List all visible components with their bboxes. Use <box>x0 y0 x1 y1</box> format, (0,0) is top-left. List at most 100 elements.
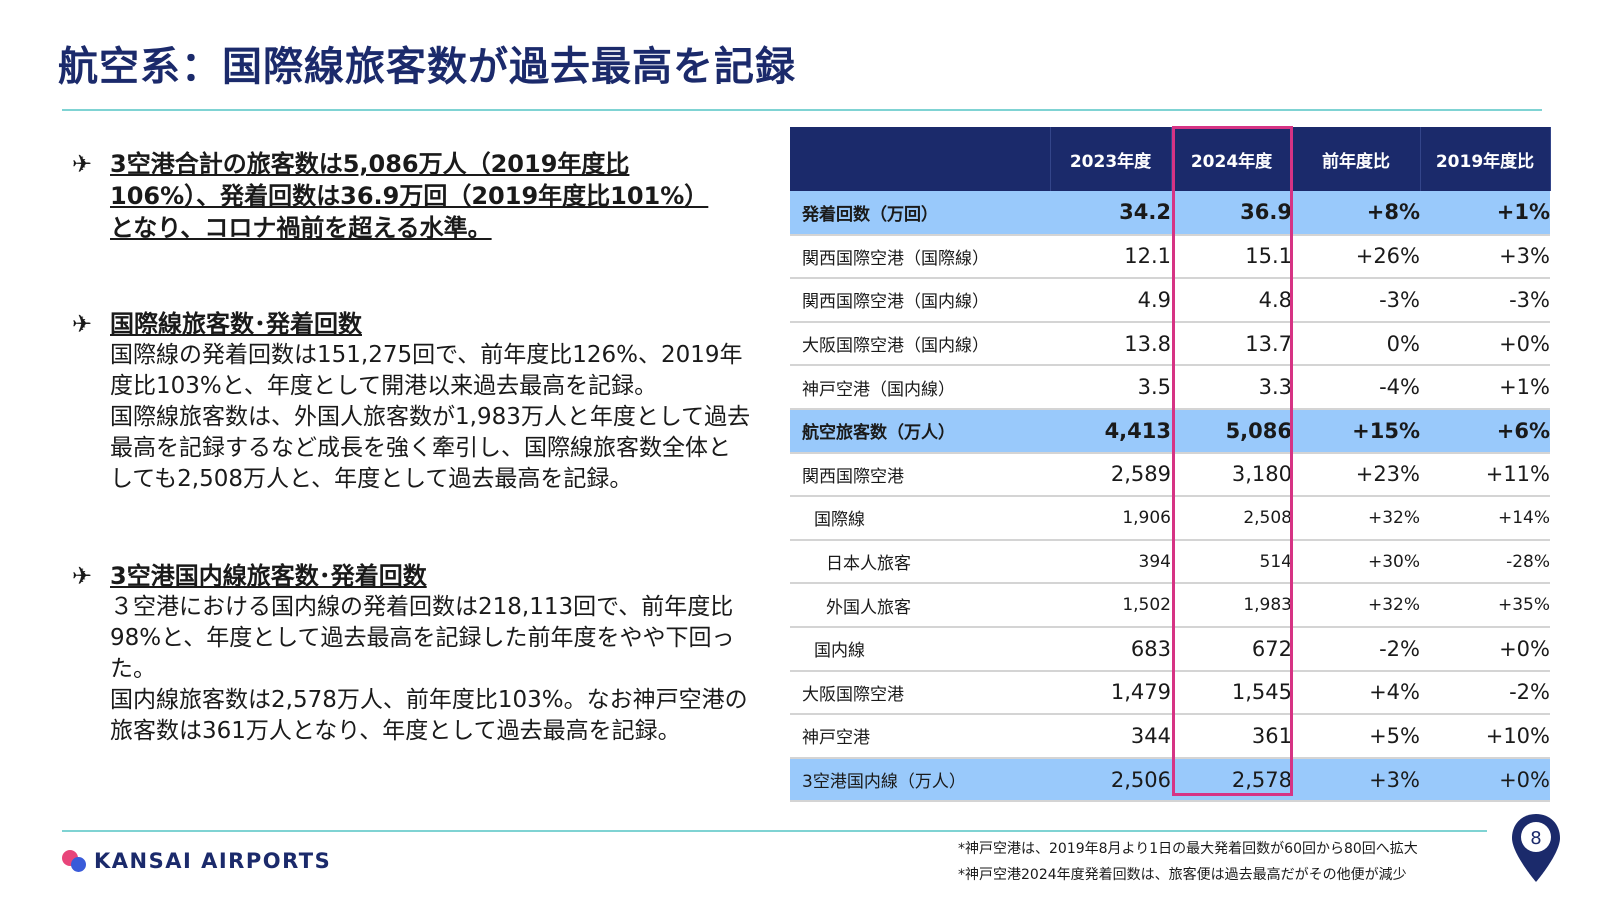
header-vs2019: 2019年度比 <box>1420 127 1551 191</box>
cell-vs2019: +14% <box>1420 496 1550 541</box>
row-label: 外国人旅客 <box>790 583 1050 628</box>
cell-2024: 2,508 <box>1171 496 1292 541</box>
cell-2023: 13.8 <box>1050 321 1171 367</box>
cell-2024: 15.1 <box>1171 234 1292 280</box>
table-row: 大阪国際空港 1,479 1,545 +4% -2% <box>790 670 1550 716</box>
row-label: 国内線 <box>790 626 1050 672</box>
cell-2024: 3,180 <box>1171 452 1292 498</box>
cell-vs2019: +0% <box>1420 757 1550 803</box>
table-row: 関西国際空港（国際線） 12.1 15.1 +26% +3% <box>790 234 1550 280</box>
cell-2024: 36.9 <box>1171 191 1292 236</box>
title-divider <box>62 109 1542 111</box>
cell-2024: 672 <box>1171 626 1292 672</box>
airplane-icon: ✈ <box>72 150 93 178</box>
footnote-1: *神戸空港は、2019年8月より1日の最大発着回数が60回から80回へ拡大 <box>958 841 1418 857</box>
page-number-pin-icon <box>1512 814 1560 882</box>
cell-vs2019: +0% <box>1420 321 1550 367</box>
page-title: 航空系：国際線旅客数が過去最高を記録 <box>58 44 796 90</box>
cell-2023: 2,506 <box>1050 757 1171 803</box>
cell-2024: 514 <box>1171 539 1292 585</box>
header-2024: 2024年度 <box>1171 127 1293 191</box>
cell-vs2019: +3% <box>1420 234 1550 280</box>
row-label: 神戸空港 <box>790 714 1050 759</box>
logo-mark-icon <box>62 848 88 874</box>
row-label: 発着回数（万回） <box>790 191 1050 236</box>
bullet-domestic-p2: 国内線旅客数は2,578万人、前年度比103%。なお神戸空港の旅客数は361万人… <box>110 687 748 744</box>
header-yoy: 前年度比 <box>1292 127 1421 191</box>
cell-vs2019: -3% <box>1420 278 1550 323</box>
cell-2023: 34.2 <box>1050 191 1171 236</box>
cell-yoy: +32% <box>1292 496 1420 541</box>
logo-text: KANSAI AIRPORTS <box>94 849 332 873</box>
cell-yoy: +3% <box>1292 757 1420 803</box>
row-label: 関西国際空港 <box>790 452 1050 498</box>
cell-vs2019: +0% <box>1420 626 1550 672</box>
bullet-total-head: 3空港合計の旅客数は5,086万人（2019年度比106%）、発着回数は36.9… <box>110 150 709 242</box>
bullet-domestic-head: 3空港国内線旅客数･発着回数 <box>110 562 427 590</box>
table-row: 神戸空港 344 361 +5% +10% <box>790 714 1550 759</box>
bullet-domestic: ✈ 3空港国内線旅客数･発着回数 ３空港における国内線の発着回数は218,113… <box>72 560 752 747</box>
table-row: 発着回数（万回） 34.2 36.9 +8% +1% <box>790 191 1550 236</box>
cell-yoy: +26% <box>1292 234 1420 280</box>
table-header-row: 2023年度 2024年度 前年度比 2019年度比 <box>790 127 1551 191</box>
cell-2024: 5,086 <box>1171 408 1292 454</box>
cell-2023: 1,479 <box>1050 670 1171 716</box>
cell-yoy: -4% <box>1292 365 1420 410</box>
cell-2023: 2,589 <box>1050 452 1171 498</box>
cell-2024: 1,545 <box>1171 670 1292 716</box>
cell-yoy: +15% <box>1292 408 1420 454</box>
cell-vs2019: +1% <box>1420 365 1550 410</box>
cell-yoy: -3% <box>1292 278 1420 323</box>
airplane-icon: ✈ <box>72 562 93 590</box>
cell-2024: 3.3 <box>1171 365 1292 410</box>
cell-yoy: 0% <box>1292 321 1420 367</box>
row-label: 関西国際空港（国内線） <box>790 278 1050 323</box>
cell-2024: 13.7 <box>1171 321 1292 367</box>
row-label: 神戸空港（国内線） <box>790 365 1050 410</box>
cell-2023: 683 <box>1050 626 1171 672</box>
cell-2023: 4.9 <box>1050 278 1171 323</box>
footer-divider <box>62 830 1487 832</box>
table-row: 外国人旅客 1,502 1,983 +32% +35% <box>790 583 1550 628</box>
table-row: 国内線 683 672 -2% +0% <box>790 626 1550 672</box>
footnote-2: *神戸空港2024年度発着回数は、旅客便は過去最高だがその他便が減少 <box>958 867 1407 883</box>
cell-2024: 361 <box>1171 714 1292 759</box>
cell-2023: 344 <box>1050 714 1171 759</box>
row-label: 大阪国際空港 <box>790 670 1050 716</box>
bullet-international-head: 国際線旅客数･発着回数 <box>110 310 362 338</box>
row-label: 航空旅客数（万人） <box>790 408 1050 454</box>
table-row: 日本人旅客 394 514 +30% -28% <box>790 539 1550 585</box>
cell-yoy: +5% <box>1292 714 1420 759</box>
cell-vs2019: +1% <box>1420 191 1550 236</box>
traffic-table: 2023年度 2024年度 前年度比 2019年度比 発着回数（万回） 34.2… <box>790 127 1551 803</box>
table-row: 神戸空港（国内線） 3.5 3.3 -4% +1% <box>790 365 1550 410</box>
cell-2023: 12.1 <box>1050 234 1171 280</box>
cell-2024: 1,983 <box>1171 583 1292 628</box>
cell-yoy: -2% <box>1292 626 1420 672</box>
table-row: 3空港国内線（万人） 2,506 2,578 +3% +0% <box>790 757 1550 803</box>
header-label <box>790 127 1051 191</box>
cell-vs2019: +35% <box>1420 583 1550 628</box>
cell-vs2019: +6% <box>1420 408 1550 454</box>
row-label: 日本人旅客 <box>790 539 1050 585</box>
cell-vs2019: -2% <box>1420 670 1550 716</box>
cell-yoy: +30% <box>1292 539 1420 585</box>
cell-2023: 1,906 <box>1050 496 1171 541</box>
cell-2023: 1,502 <box>1050 583 1171 628</box>
table-row: 大阪国際空港（国内線） 13.8 13.7 0% +0% <box>790 321 1550 367</box>
cell-2023: 394 <box>1050 539 1171 585</box>
cell-vs2019: +11% <box>1420 452 1550 498</box>
bullet-international: ✈ 国際線旅客数･発着回数 国際線の発着回数は151,275回で、前年度比126… <box>72 308 752 495</box>
header-2023: 2023年度 <box>1050 127 1172 191</box>
bullet-international-p1: 国際線の発着回数は151,275回で、前年度比126%、2019年度比103%と… <box>110 342 743 399</box>
cell-2023: 3.5 <box>1050 365 1171 410</box>
cell-yoy: +32% <box>1292 583 1420 628</box>
cell-yoy: +8% <box>1292 191 1420 236</box>
cell-2023: 4,413 <box>1050 408 1171 454</box>
cell-vs2019: +10% <box>1420 714 1550 759</box>
airplane-icon: ✈ <box>72 310 93 338</box>
cell-yoy: +23% <box>1292 452 1420 498</box>
company-logo: KANSAI AIRPORTS <box>62 848 331 874</box>
bullet-total: ✈ 3空港合計の旅客数は5,086万人（2019年度比106%）、発着回数は36… <box>72 148 712 244</box>
cell-yoy: +4% <box>1292 670 1420 716</box>
